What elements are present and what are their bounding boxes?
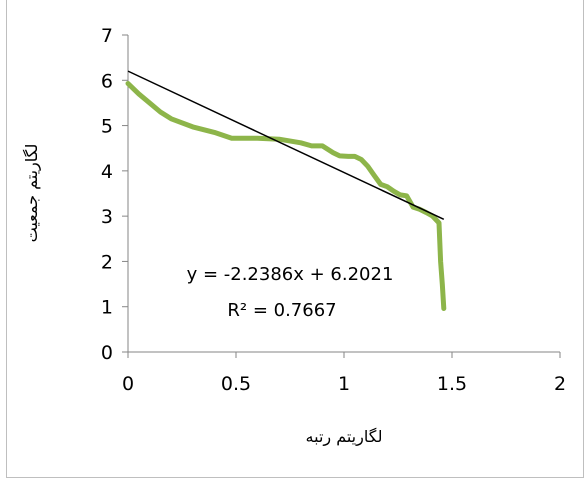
y-tick-label: 1 bbox=[101, 297, 113, 319]
x-tick-label: 0.5 bbox=[221, 373, 251, 395]
y-tick-label: 7 bbox=[101, 25, 113, 47]
data-series-line bbox=[125, 81, 447, 311]
tick-labels: 0 1 2 3 4 5 6 7 0 0.5 1 1.5 2 bbox=[101, 25, 566, 395]
y-tick-label: 2 bbox=[101, 251, 113, 273]
linear-trendline bbox=[127, 70, 445, 221]
y-tick-label: 4 bbox=[101, 161, 113, 183]
series-layer bbox=[125, 81, 447, 311]
y-tick-label: 5 bbox=[101, 116, 113, 138]
trendline-equation: y = -2.2386x + 6.2021 bbox=[187, 264, 394, 285]
x-tick-label: 1 bbox=[338, 373, 350, 395]
axes bbox=[122, 34, 561, 358]
trendline-r-squared: R² = 0.7667 bbox=[227, 300, 336, 321]
y-tick-label: 0 bbox=[101, 342, 113, 364]
y-axis-title: لگاریتم جمعیت bbox=[22, 144, 42, 243]
x-tick-label: 0 bbox=[122, 373, 134, 395]
chart-area: 0 1 2 3 4 5 6 7 0 0.5 1 1.5 2 y = -2.2386x + 6.2021 … bbox=[6, 0, 584, 478]
y-tick-label: 6 bbox=[101, 70, 113, 92]
x-tick-label: 2 bbox=[554, 373, 566, 395]
x-axis-title: لگاریتم رتبه bbox=[306, 427, 383, 447]
x-tick-label: 1.5 bbox=[437, 373, 467, 395]
trendline-layer bbox=[127, 70, 445, 221]
y-tick-label: 3 bbox=[101, 206, 113, 228]
